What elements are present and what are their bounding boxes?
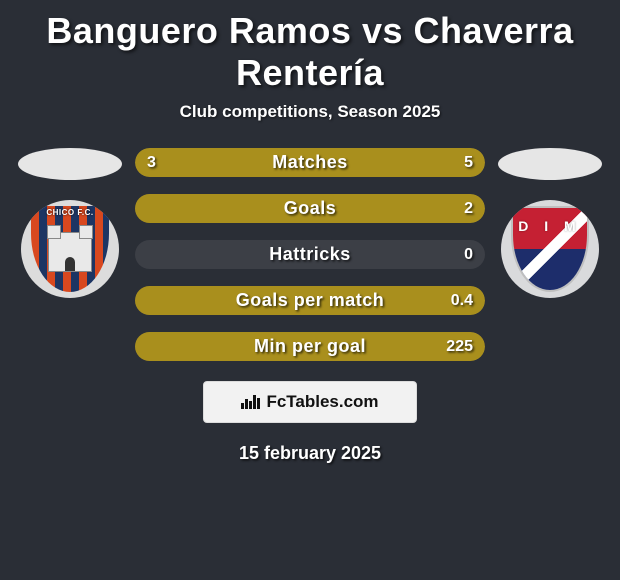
stat-bar-label: Goals [135,194,485,223]
player-left-avatar-placeholder [18,148,122,180]
comparison-infographic: Banguero Ramos vs Chaverra Rentería Club… [0,0,620,464]
stat-bar-right-value: 0.4 [451,286,473,315]
footer-date: 15 february 2025 [0,443,620,464]
stat-bar-label: Min per goal [135,332,485,361]
stat-bar-label: Goals per match [135,286,485,315]
stat-bar: Goals2 [135,194,485,223]
stat-bar-left-value: 3 [147,148,156,177]
stat-bar-right-value: 5 [464,148,473,177]
stats-bars: Matches3 5 Goals2 Hattricks0 Goals per match… [135,148,485,361]
stat-bar: Min per goal225 [135,332,485,361]
shield-icon: D I M [511,206,589,292]
club-badge-right: D I M [501,200,599,298]
club-badge-left-text: CHICO F.C. [31,208,109,217]
stat-bar: Hattricks0 [135,240,485,269]
player-left-column: CHICO F.C. [15,148,125,298]
shield-icon: CHICO F.C. [31,206,109,292]
page-title: Banguero Ramos vs Chaverra Rentería [0,4,620,102]
stat-bar: Matches3 5 [135,148,485,177]
bar-chart-icon [241,395,260,409]
branding-text: FcTables.com [266,392,378,412]
comparison-row: CHICO F.C. Matches3 5 Goals2 Hattricks0 Goal… [0,148,620,361]
stat-bar: Goals per match0.4 [135,286,485,315]
club-badge-right-text: D I M [513,218,587,234]
player-right-column: D I M [495,148,605,298]
stat-bar-right-value: 2 [464,194,473,223]
player-right-avatar-placeholder [498,148,602,180]
stat-bar-right-value: 0 [464,240,473,269]
club-badge-left: CHICO F.C. [21,200,119,298]
branding-box: FcTables.com [203,381,417,423]
stat-bar-label: Hattricks [135,240,485,269]
stat-bar-right-value: 225 [446,332,473,361]
stat-bar-label: Matches [135,148,485,177]
page-subtitle: Club competitions, Season 2025 [0,102,620,148]
castle-icon [48,232,92,272]
